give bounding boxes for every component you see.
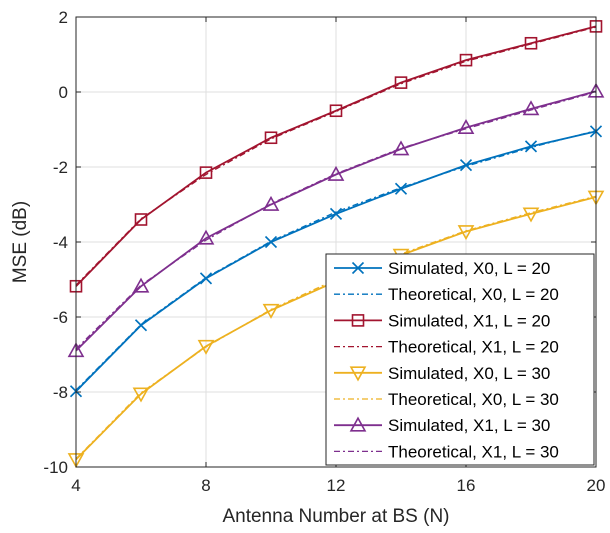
y-axis-title: MSE (dB)	[10, 201, 31, 283]
legend-box: Simulated, X0, L = 20 Theoretical, X0, L …	[325, 253, 595, 466]
tick-layer: 4 8 12 16 20 -10 -8 -6 -4 -2 0 2	[43, 8, 605, 495]
legend-label: Theoretical, X0, L = 20	[388, 285, 559, 304]
data-point-marker	[132, 277, 150, 293]
legend-label: Theoretical, X1, L = 20	[388, 338, 559, 357]
y-tick-label: -10	[43, 458, 68, 477]
data-point-marker	[522, 207, 540, 223]
x-tick-label: 8	[201, 476, 210, 495]
y-tick-label: 2	[59, 8, 68, 27]
legend-marker	[351, 261, 365, 275]
x-tick-label: 4	[71, 476, 80, 495]
series-4	[75, 26, 597, 286]
series-2	[75, 130, 597, 391]
data-point-marker	[197, 229, 215, 245]
data-point-marker	[262, 195, 280, 211]
legend-label: Theoretical, X1, L = 30	[388, 442, 559, 461]
legend-label: Simulated, X0, L = 30	[388, 364, 550, 383]
legend-entry: Theoretical, X0, L = 30	[334, 390, 559, 409]
series-line	[75, 25, 597, 287]
x-tick-label: 20	[587, 476, 606, 495]
data-point-marker	[134, 213, 148, 226]
legend-label: Simulated, X1, L = 20	[388, 311, 550, 330]
data-point-marker	[327, 165, 345, 181]
legend-entry: Theoretical, X1, L = 20	[334, 338, 559, 357]
y-tick-label: -2	[53, 158, 68, 177]
x-tick-label: 12	[327, 476, 346, 495]
x-tick-label: 16	[457, 476, 476, 495]
data-point-marker	[264, 235, 278, 249]
y-tick-label: 0	[59, 83, 68, 102]
y-tick-label: -8	[53, 383, 68, 402]
legend-entry: Simulated, X1, L = 20	[334, 311, 550, 330]
data-point-marker	[132, 387, 150, 403]
data-point-marker	[392, 140, 410, 156]
data-point-marker	[394, 182, 408, 195]
data-point-marker	[394, 76, 408, 89]
data-point-marker	[524, 36, 538, 50]
legend-entry: Theoretical, X0, L = 20	[334, 285, 559, 304]
legend-marker	[349, 366, 367, 382]
y-tick-label: -4	[53, 233, 68, 252]
data-point-marker	[459, 159, 473, 172]
series-line	[75, 130, 597, 391]
data-point-marker	[264, 131, 278, 145]
data-point-marker	[197, 339, 215, 355]
legend-marker	[351, 314, 365, 327]
data-point-marker	[329, 104, 343, 118]
data-point-marker	[199, 166, 213, 179]
legend-frame	[325, 253, 595, 466]
y-tick-label: -6	[53, 308, 68, 327]
data-point-marker	[459, 53, 473, 67]
data-point-marker	[457, 118, 475, 135]
series-line	[75, 91, 597, 350]
series-8	[75, 91, 597, 350]
legend-marker	[349, 416, 367, 432]
legend-entry: Simulated, X0, L = 20	[334, 259, 550, 278]
legend-entry: Simulated, X1, L = 30	[334, 416, 550, 435]
legend-entry: Simulated, X0, L = 30	[334, 364, 550, 383]
data-point-marker	[522, 100, 540, 116]
legend-label: Simulated, X1, L = 30	[388, 416, 550, 435]
legend-label: Simulated, X0, L = 20	[388, 259, 550, 278]
x-axis-title: Antenna Number at BS (N)	[222, 506, 449, 527]
data-point-marker	[524, 140, 538, 153]
legend: Simulated, X0, L = 20 Theoretical, X0, L …	[325, 253, 595, 466]
series-line	[75, 26, 597, 286]
legend-entry: Theoretical, X1, L = 30	[334, 442, 559, 461]
legend-label: Theoretical, X0, L = 30	[388, 390, 559, 409]
